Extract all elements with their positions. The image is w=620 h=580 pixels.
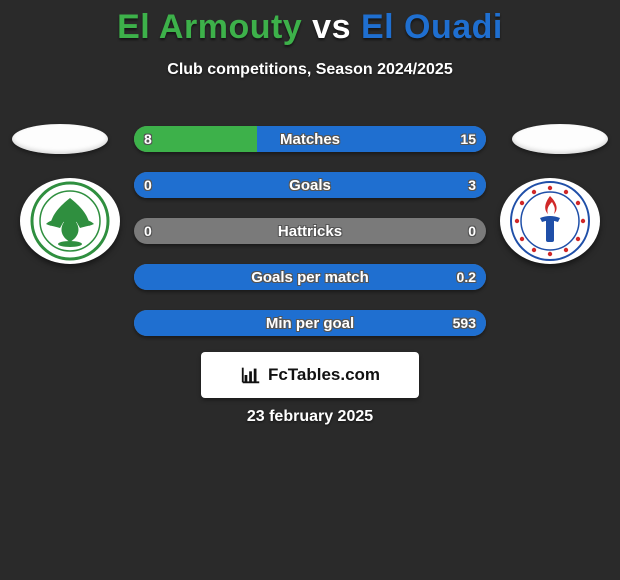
- brand-text: FcTables.com: [268, 365, 380, 385]
- stat-row: Matches8 15: [134, 126, 486, 152]
- club-badge-right: [500, 178, 600, 264]
- stat-value-right: 593: [443, 310, 486, 336]
- stat-value-right: 15: [450, 126, 486, 152]
- page-title: El Armouty vs El Ouadi: [0, 0, 620, 47]
- player2-pedestal: [512, 124, 608, 154]
- torch-crest-icon: [500, 178, 600, 264]
- stat-label: Matches: [134, 126, 486, 152]
- stat-bars: Matches815Goals03Hattricks00Goals per ma…: [134, 126, 486, 356]
- stat-value-left: 0: [134, 172, 162, 198]
- stat-row: Goals per match0.2: [134, 264, 486, 290]
- stat-label: Min per goal: [134, 310, 486, 336]
- stat-value-right: 3: [458, 172, 486, 198]
- subtitle: Club competitions, Season 2024/2025: [0, 61, 620, 79]
- stat-label: Goals per match: [134, 264, 486, 290]
- player1-pedestal: [12, 124, 108, 154]
- player2-name: El Ouadi: [361, 8, 503, 46]
- stat-label: Hattricks: [134, 218, 486, 244]
- bar-chart-icon: [240, 364, 262, 386]
- player1-name: El Armouty: [117, 8, 302, 46]
- stat-label: Goals: [134, 172, 486, 198]
- stat-row: Hattricks0 0: [134, 218, 486, 244]
- stat-value-left: 8: [134, 126, 162, 152]
- stat-value-left: 0: [134, 218, 162, 244]
- club-badge-left: [20, 178, 120, 264]
- date-text: 23 february 2025: [0, 408, 620, 426]
- stat-value-right: 0: [458, 218, 486, 244]
- comparison-card: El Armouty vs El Ouadi Club competitions…: [0, 0, 620, 580]
- stat-row: Goals0 3: [134, 172, 486, 198]
- stat-row: Min per goal593: [134, 310, 486, 336]
- eagle-crest-icon: [20, 178, 120, 264]
- vs-text: vs: [312, 8, 351, 46]
- stat-value-right: 0.2: [447, 264, 486, 290]
- brand-box[interactable]: FcTables.com: [201, 352, 419, 398]
